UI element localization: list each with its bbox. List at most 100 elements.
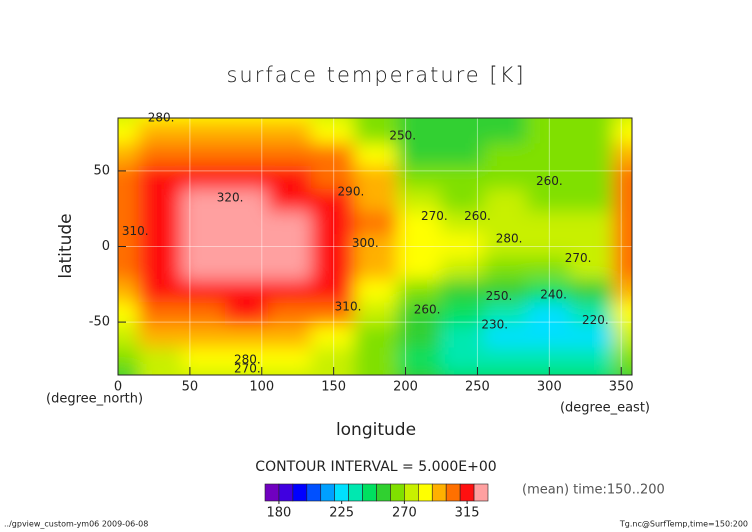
field-cell <box>397 211 443 237</box>
field-cell <box>526 324 572 350</box>
field-cell <box>569 188 616 214</box>
field-cell <box>311 120 357 146</box>
field-cell <box>526 118 572 123</box>
x-tick-label: 150 <box>321 380 346 395</box>
field-cell <box>311 302 357 327</box>
colorbar-cell <box>459 483 475 502</box>
field-cell <box>118 234 141 259</box>
field-cell <box>118 120 141 146</box>
colorbar-cell <box>306 483 322 502</box>
field-cell <box>311 234 357 259</box>
field-cell <box>440 166 486 191</box>
field-cell <box>118 256 141 282</box>
contour-label: 300. <box>352 236 379 250</box>
colorbar-cell <box>390 483 405 502</box>
contour-label: 260. <box>536 174 563 188</box>
field-cell <box>224 256 270 282</box>
field-cell <box>224 234 270 259</box>
field-cell <box>181 166 227 191</box>
field-cell <box>526 188 572 214</box>
contour-label: 280. <box>234 352 261 366</box>
field-cell <box>613 120 632 146</box>
footer-left: ../gpview_custom-ym06 2009-06-08 <box>4 520 148 529</box>
field-cell <box>397 347 443 373</box>
field-cell <box>354 370 400 375</box>
field-cell <box>354 211 400 237</box>
field-cell <box>138 211 184 237</box>
field-cell <box>138 324 184 350</box>
field-cell <box>613 211 632 237</box>
field-cell <box>224 302 270 327</box>
field-cell <box>526 143 572 169</box>
field-cell <box>397 143 443 169</box>
field-cell <box>483 347 529 373</box>
contour-label: 290. <box>338 185 365 199</box>
field-cell <box>354 166 400 191</box>
field-cell <box>397 256 443 282</box>
field-cell <box>569 120 616 146</box>
field-cell <box>311 256 357 282</box>
colorbar-cell <box>348 483 363 502</box>
field-cell <box>181 370 227 375</box>
field-cell <box>181 120 227 146</box>
chart-title: surface temperature [K] <box>226 63 525 87</box>
x-tick-label: 250 <box>465 380 490 395</box>
field-cell <box>440 279 486 305</box>
field-cell <box>118 166 141 191</box>
field-cell <box>181 188 227 214</box>
field-cell <box>613 166 632 191</box>
contour-label: 230. <box>481 318 508 332</box>
field-cell <box>267 234 314 259</box>
field-cell <box>118 347 141 373</box>
field-cell <box>224 370 270 375</box>
colorbar-tick-label: 315 <box>455 506 480 521</box>
field-cell <box>397 370 443 375</box>
field-cell <box>267 347 314 373</box>
field-cell <box>613 370 632 375</box>
colorbar-cell <box>320 483 335 502</box>
field-cell <box>440 302 486 327</box>
contour-label: 270. <box>565 251 592 265</box>
colorbar-cell <box>264 483 280 502</box>
field-cell <box>224 279 270 305</box>
field-cell <box>440 143 486 169</box>
field-cell <box>483 143 529 169</box>
field-cell <box>483 279 529 305</box>
field-cell <box>267 302 314 327</box>
field-cell <box>526 256 572 282</box>
field-cell <box>613 279 632 305</box>
field-cell <box>224 143 270 169</box>
field-cell <box>569 118 616 123</box>
contour-label: 270. <box>421 209 448 223</box>
colorbar-cell <box>418 483 433 502</box>
note: (mean) time:150..200 <box>522 483 665 498</box>
field-cell <box>267 166 314 191</box>
field-cell <box>311 211 357 237</box>
field-cell <box>267 118 314 123</box>
field-cell <box>354 234 400 259</box>
field-cell <box>311 188 357 214</box>
field-cell <box>397 118 443 123</box>
y-tick-label: 0 <box>102 239 110 254</box>
field-cell <box>138 188 184 214</box>
field-cell <box>138 279 184 305</box>
field-cell <box>311 324 357 350</box>
contour-label: 270. <box>234 361 261 375</box>
field-cell <box>440 120 486 146</box>
colorbar-tick-label: 180 <box>267 506 292 521</box>
field-cell <box>181 118 227 123</box>
contour-label: 280. <box>496 231 523 245</box>
field-cell <box>440 347 486 373</box>
field-cell <box>224 166 270 191</box>
field-cell <box>526 234 572 259</box>
field-cell <box>483 166 529 191</box>
colorbar-cell <box>445 483 461 502</box>
contour-label: 320. <box>217 191 244 205</box>
field-cell <box>181 279 227 305</box>
colorbar-cell <box>278 483 294 502</box>
x-units: (degree_east) <box>560 401 650 416</box>
field-cell <box>267 211 314 237</box>
field-cell <box>569 234 616 259</box>
field-cell <box>118 279 141 305</box>
